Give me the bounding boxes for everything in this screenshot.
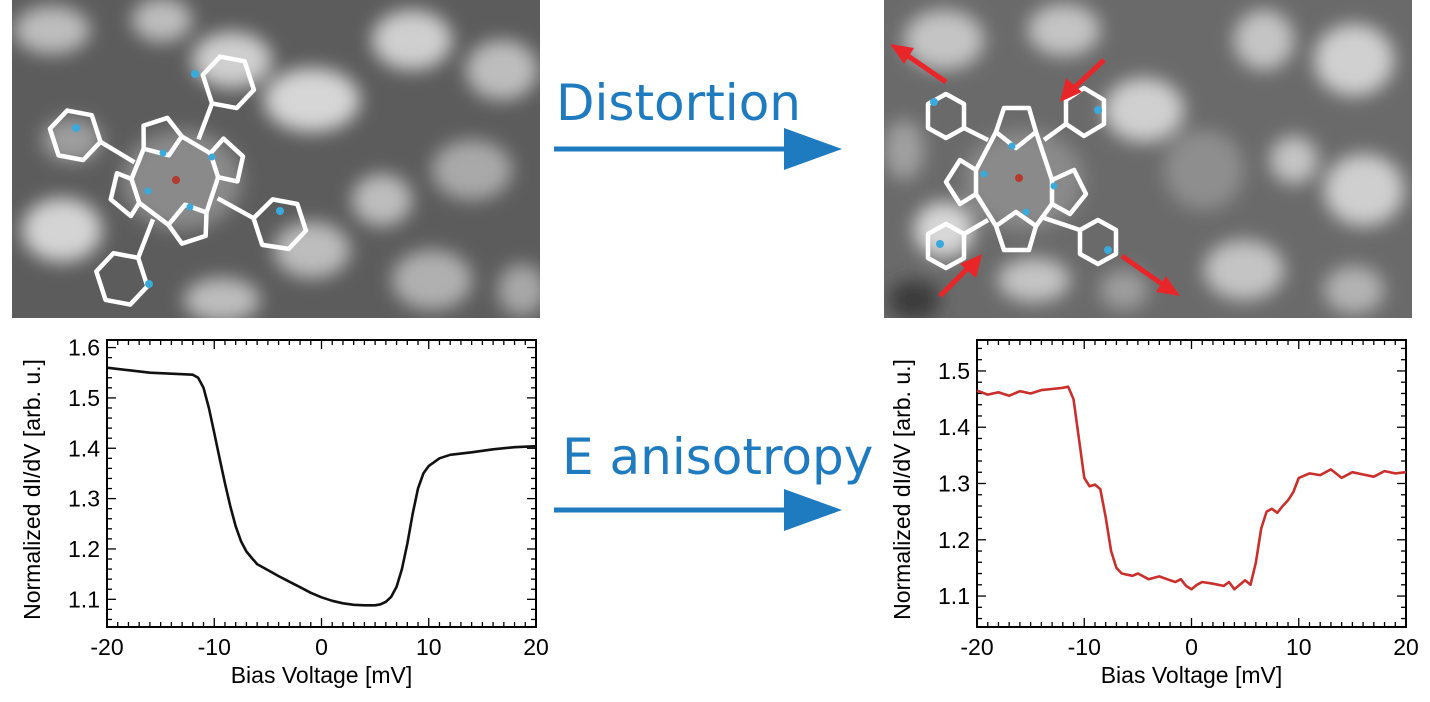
y-axis-label: Normalized dI/dV [arb. u.] — [889, 359, 915, 620]
spectrum-line — [976, 385, 1407, 591]
y-tick-label: 1.1 — [938, 583, 970, 609]
x-tick-label: 0 — [1185, 634, 1198, 660]
y-tick-label: 1.5 — [68, 385, 100, 411]
y-tick-label: 1.1 — [68, 586, 100, 612]
spectrum-line — [106, 366, 537, 607]
stm-image-planar-molecule — [12, 0, 540, 318]
y-tick-label: 1.3 — [68, 486, 100, 512]
e-anisotropy-label: E anisotropy — [562, 428, 874, 486]
x-tick-label: 20 — [523, 634, 549, 660]
y-tick-label: 1.5 — [938, 358, 970, 384]
y-axis-label: Normalized dI/dV [arb. u.] — [19, 359, 45, 620]
x-axis-label: Bias Voltage [mV] — [231, 662, 413, 688]
plot-frame — [106, 339, 537, 628]
e-anisotropy-arrow — [554, 489, 842, 531]
dIdV-spectrum-plot-right: -20 -10 0 10 20 1.1 1.2 1.3 1.4 1.5 Bias Voltage [… — [889, 339, 1419, 688]
x-axis-label: Bias Voltage [mV] — [1101, 662, 1283, 688]
y-tick-label: 1.3 — [938, 471, 970, 497]
y-tick-label: 1.4 — [68, 435, 100, 461]
x-tick-label: -10 — [1068, 634, 1101, 660]
y-tick-label: 1.2 — [68, 536, 100, 562]
distortion-label: Distortion — [556, 74, 801, 132]
x-tick-label: -20 — [960, 634, 993, 660]
stm-image-distorted-molecule — [884, 0, 1412, 318]
dIdV-spectrum-chart-right: -20 -10 0 10 20 1.1 1.2 1.3 1.4 1.5 Bias Voltage [… — [870, 318, 1430, 697]
x-tick-label: -10 — [198, 634, 231, 660]
y-tick-label: 1.6 — [68, 335, 100, 361]
x-tick-label: 20 — [1393, 634, 1419, 660]
y-tick-label: 1.2 — [938, 527, 970, 553]
dIdV-spectrum-chart-left: -20 -10 0 10 20 1.1 1.2 1.3 1.4 1.5 1.6 Bias Voltag… — [0, 318, 560, 697]
dIdV-spectrum-plot-left: -20 -10 0 10 20 1.1 1.2 1.3 1.4 1.5 1.6 Bias Voltag… — [19, 335, 549, 688]
distortion-arrow — [554, 128, 842, 170]
x-tick-label: 0 — [315, 634, 328, 660]
y-tick-label: 1.4 — [938, 414, 970, 440]
x-tick-label: -20 — [90, 634, 123, 660]
x-tick-label: 10 — [416, 634, 442, 660]
x-tick-label: 10 — [1286, 634, 1312, 660]
plot-frame — [976, 339, 1407, 628]
